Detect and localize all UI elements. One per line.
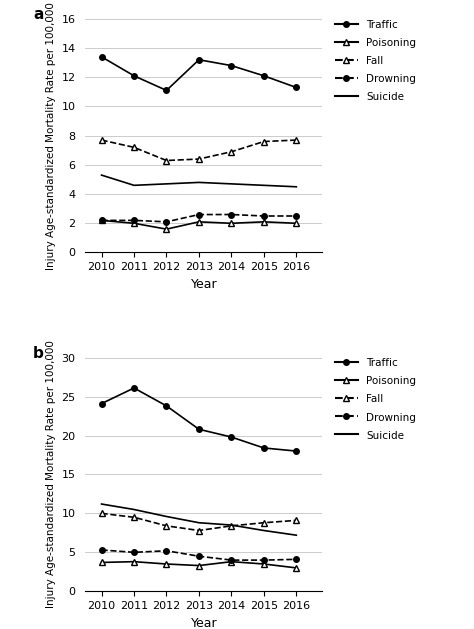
Legend: Traffic, Poisoning, Fall, Drowning, Suicide: Traffic, Poisoning, Fall, Drowning, Suic… — [335, 358, 416, 440]
Y-axis label: Injury Age-standardized Mortality Rate per 100,000: Injury Age-standardized Mortality Rate p… — [46, 340, 56, 608]
Legend: Traffic, Poisoning, Fall, Drowning, Suicide: Traffic, Poisoning, Fall, Drowning, Suic… — [335, 19, 416, 102]
Text: a: a — [33, 7, 44, 22]
Text: b: b — [33, 346, 44, 361]
X-axis label: Year: Year — [191, 278, 217, 291]
X-axis label: Year: Year — [191, 616, 217, 629]
Y-axis label: Injury Age-standardized Mortality Rate per 100,000: Injury Age-standardized Mortality Rate p… — [46, 2, 56, 270]
